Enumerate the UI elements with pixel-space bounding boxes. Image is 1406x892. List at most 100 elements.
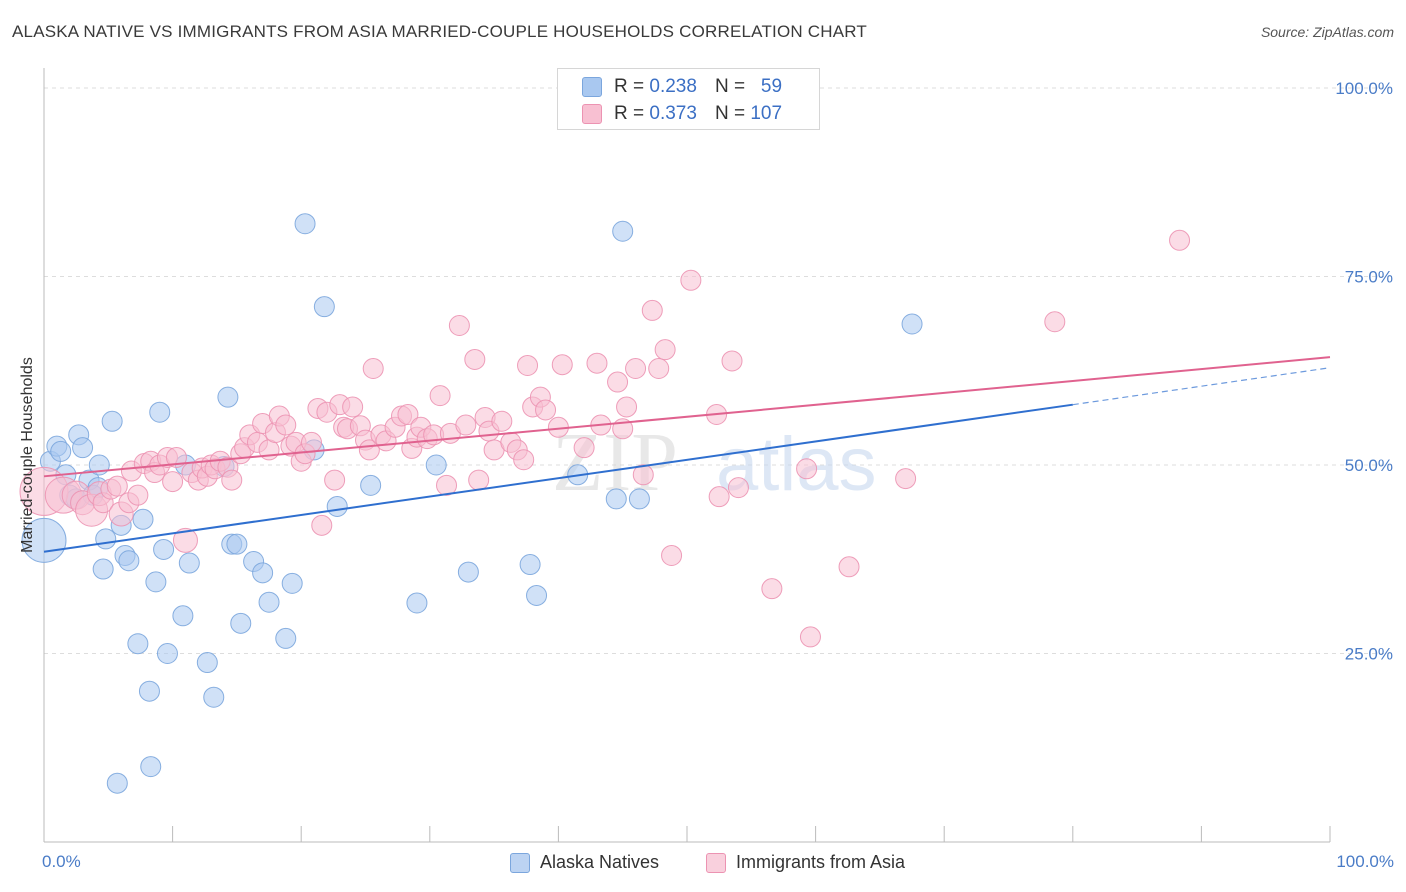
y-tick-label: 75.0%	[1345, 268, 1393, 287]
immigrant-asia-point	[607, 371, 629, 393]
alaska-native-point	[217, 386, 239, 408]
immigrant-asia-point	[680, 269, 702, 291]
correlation-legend: R = 0.238 N = 59 R = 0.373 N = 107	[557, 68, 820, 130]
series-legend: Alaska Natives Immigrants from Asia	[0, 852, 1406, 878]
alaska-native-point	[95, 528, 117, 550]
legend-swatch-alaska-natives	[510, 852, 530, 873]
r-label: R =	[614, 76, 645, 97]
immigrant-asia-point	[397, 403, 419, 425]
alaska-native-point	[281, 572, 303, 594]
immigrant-asia-point	[172, 527, 198, 553]
r-value: 0.238	[649, 76, 697, 97]
legend-swatch-alaska-natives	[582, 77, 602, 97]
alaska-native-point	[519, 554, 541, 576]
r-label: R =	[614, 103, 645, 124]
immigrant-asia-point	[464, 348, 486, 370]
immigrant-asia-point	[761, 578, 783, 600]
immigrant-asia-point	[221, 469, 243, 491]
alaska-native-point	[457, 561, 479, 583]
immigrant-asia-point	[127, 484, 149, 506]
immigrant-asia-point	[625, 357, 647, 379]
alaska-native-point	[258, 591, 280, 613]
grid-lines	[44, 87, 1392, 654]
r-value: 0.373	[649, 103, 697, 124]
trend-line-alaska-natives	[43, 403, 1073, 553]
alaska-native-point	[196, 652, 218, 674]
immigrant-asia-point	[513, 449, 535, 471]
immigrant-asia-point	[362, 357, 384, 379]
immigrant-asia-point	[641, 299, 663, 321]
y-tick-label: 50.0%	[1345, 456, 1393, 475]
legend-item-immigrants-from-asia: Immigrants from Asia	[706, 852, 905, 873]
immigrant-asia-point	[429, 385, 451, 407]
alaska-native-point	[425, 454, 447, 476]
x-tick-label-max: 100.0%	[1336, 852, 1394, 871]
immigrant-asia-point	[648, 357, 670, 379]
n-value: 107	[750, 103, 783, 124]
immigrant-asia-point	[799, 626, 821, 648]
legend-row-alaska-natives: R = 0.238 N = 59	[582, 75, 782, 99]
alaska-native-point	[132, 508, 154, 530]
immigrant-asia-point	[311, 514, 333, 536]
immigrant-asia-point	[324, 469, 346, 491]
alaska-native-point	[326, 495, 348, 517]
alaska-native-point	[72, 437, 94, 459]
alaska-native-point	[252, 562, 274, 584]
immigrant-asia-point	[654, 339, 676, 361]
alaska-native-point	[526, 584, 548, 606]
y-tick-label: 25.0%	[1345, 645, 1393, 664]
immigrant-asia-point	[1169, 229, 1191, 251]
alaska-native-point	[612, 220, 634, 242]
alaska-native-point	[406, 592, 428, 614]
immigrant-asia-point	[162, 471, 184, 493]
immigrant-asia-point	[895, 468, 917, 490]
n-value: 59	[760, 76, 783, 97]
alaska-native-point	[178, 552, 200, 574]
alaska-native-point	[901, 313, 923, 335]
immigrant-asia-point	[448, 315, 470, 337]
alaska-native-point	[605, 488, 627, 510]
alaska-native-point	[140, 756, 162, 778]
immigrant-asia-point	[106, 475, 128, 497]
trend-line-alaska-natives-extension	[1072, 367, 1331, 406]
immigrant-asia-point	[1044, 311, 1066, 333]
immigrant-asia-point	[632, 464, 654, 486]
alaska-native-point	[106, 772, 128, 794]
immigrant-asia-point	[661, 544, 683, 566]
alaska-native-point	[294, 213, 316, 235]
alaska-native-point	[101, 410, 123, 432]
immigrant-asia-point	[573, 437, 595, 459]
n-label: N =	[714, 76, 746, 97]
legend-label-immigrants-from-asia: Immigrants from Asia	[736, 852, 906, 872]
alaska-native-point	[203, 686, 225, 708]
alaska-native-point	[149, 401, 171, 423]
alaska-native-point	[145, 571, 167, 593]
y-axis-label: Married-couple Households	[19, 357, 36, 553]
alaska-native-point	[92, 558, 114, 580]
y-tick-labels: 25.0% 50.0% 75.0% 100.0%	[1335, 79, 1393, 664]
alaska-native-point	[226, 533, 248, 555]
alaska-native-point	[21, 517, 67, 563]
immigrant-asia-point	[455, 414, 477, 436]
immigrant-asia-point	[517, 354, 539, 376]
trend-lines	[43, 356, 1331, 553]
trend-line-immigrants-from-asia	[43, 356, 1331, 478]
alaska-native-point	[50, 440, 72, 462]
legend-item-alaska-natives: Alaska Natives	[510, 852, 659, 873]
alaska-native-point	[313, 296, 335, 318]
immigrant-asia-point	[436, 474, 458, 496]
immigrant-asia-point	[838, 556, 860, 578]
alaska-native-point	[275, 627, 297, 649]
immigrant-asia-point	[796, 458, 818, 480]
alaska-native-point	[138, 680, 160, 702]
legend-swatch-immigrants-from-asia	[582, 104, 602, 124]
legend-swatch-immigrants-from-asia	[706, 852, 726, 873]
chart-title: ALASKA NATIVE VS IMMIGRANTS FROM ASIA MA…	[12, 22, 868, 41]
immigrant-asia-point	[300, 431, 322, 453]
alaska-native-point	[628, 488, 650, 510]
immigrant-asia-point	[535, 399, 557, 421]
immigrant-asia-point	[468, 469, 490, 491]
immigrant-asia-point	[708, 486, 730, 508]
legend-row-immigrants-from-asia: R = 0.373 N = 107	[582, 102, 782, 126]
immigrant-asia-point	[165, 446, 187, 468]
